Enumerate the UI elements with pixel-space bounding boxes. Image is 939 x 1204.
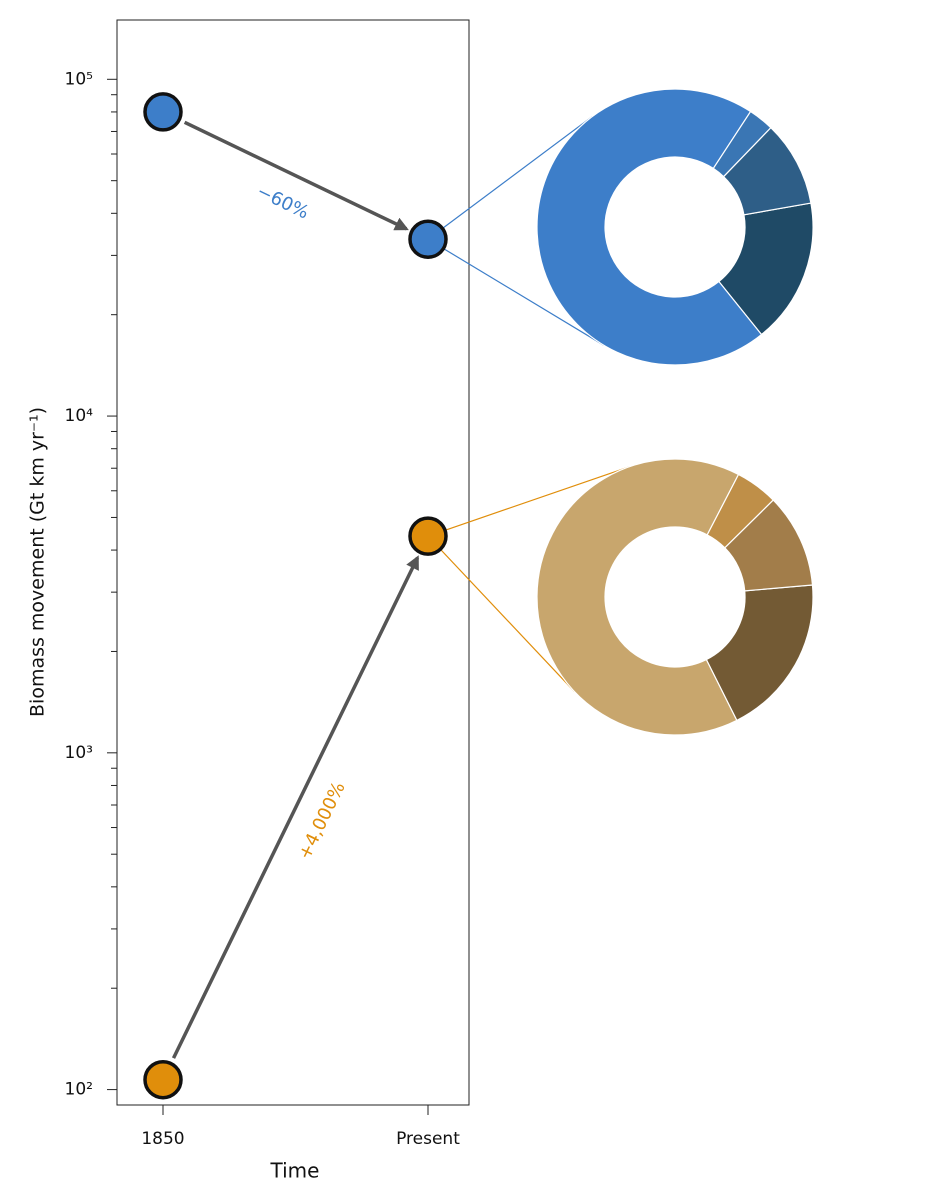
data-point [408,516,448,556]
donut-segment [536,88,763,366]
trend-arrow [183,120,409,231]
donut-segment [536,458,740,736]
donut-segment [718,202,814,336]
connector-line [427,465,631,537]
x-tick-label: Present [396,1129,460,1149]
donut-segment [723,499,814,592]
connector-line [427,115,593,240]
data-point [143,1059,183,1100]
y-axis-label: Biomass movement (Gt km yr⁻¹) [27,407,49,717]
connector-line [427,535,576,693]
plot-frame [116,19,470,1106]
y-tick-label: 10² [65,1080,93,1100]
connector-line [427,238,605,346]
trend-arrow [171,555,420,1059]
x-tick-label: 1850 [141,1129,184,1149]
y-tick-label: 10⁵ [65,69,93,89]
x-axis-label: Time [270,1159,320,1183]
donut-segment [722,126,812,216]
change-annotation: −60% [253,181,312,224]
y-tick-label: 10⁴ [65,406,94,426]
y-tick-label: 10³ [65,743,93,763]
data-point [408,219,448,259]
data-point [143,92,183,132]
donut-segment [705,584,814,722]
